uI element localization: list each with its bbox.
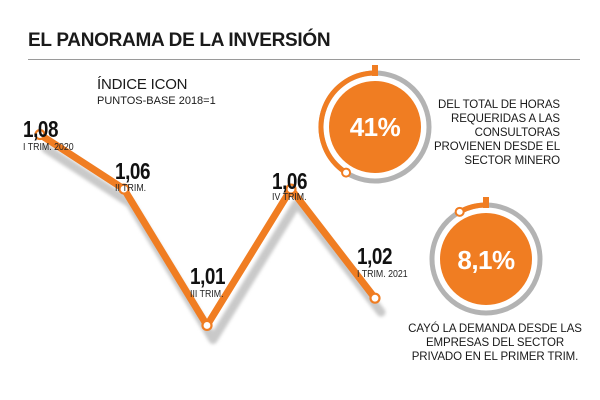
category-label-1: I TRIM. 2020 bbox=[23, 142, 74, 153]
page-title: EL PANORAMA DE LA INVERSIÓN bbox=[28, 30, 331, 51]
value-label-4: 1,06 bbox=[272, 168, 308, 194]
stat-knob-2 bbox=[454, 206, 465, 217]
value-label-1: 1,08 bbox=[23, 116, 59, 142]
stat-disc-1 bbox=[329, 81, 421, 173]
value-label-2: 1,06 bbox=[115, 158, 151, 184]
value-label-3: 1,01 bbox=[190, 263, 226, 289]
stat-disc-2 bbox=[440, 213, 532, 305]
data-point-4 bbox=[285, 183, 297, 195]
stat-tick-2 bbox=[483, 197, 489, 208]
data-point-3 bbox=[201, 319, 213, 332]
series-shadow-line bbox=[41, 144, 386, 344]
stat-text-privado: CAYÓ LA DEMANDA DESDE LAS EMPRESAS DEL S… bbox=[408, 323, 582, 364]
value-label-5: 1,02 bbox=[357, 243, 393, 269]
category-label-4: IV TRIM. bbox=[272, 192, 307, 203]
category-label-2: II TRIM. bbox=[115, 183, 147, 194]
category-label-5: I TRIM. 2021 bbox=[357, 269, 408, 280]
category-label-3: III TRIM. bbox=[190, 289, 224, 300]
chart-title: ÍNDICE ICON bbox=[97, 76, 188, 93]
data-point-1 bbox=[34, 128, 46, 141]
stat-knob-1 bbox=[341, 167, 352, 178]
chart-subtitle: PUNTOS-BASE 2018=1 bbox=[97, 95, 216, 107]
stat-text-minero: DEL TOTAL DE HORAS REQUERIDAS A LAS CONS… bbox=[433, 99, 560, 168]
stat-value-privado: 8,1% bbox=[457, 245, 515, 275]
stat-value-minero: 41% bbox=[349, 112, 401, 142]
title-divider bbox=[28, 59, 580, 60]
data-point-2 bbox=[118, 183, 130, 195]
data-point-5 bbox=[369, 292, 381, 304]
stat-tick-1 bbox=[372, 65, 378, 76]
stat-progress-arc-1 bbox=[318, 70, 376, 175]
